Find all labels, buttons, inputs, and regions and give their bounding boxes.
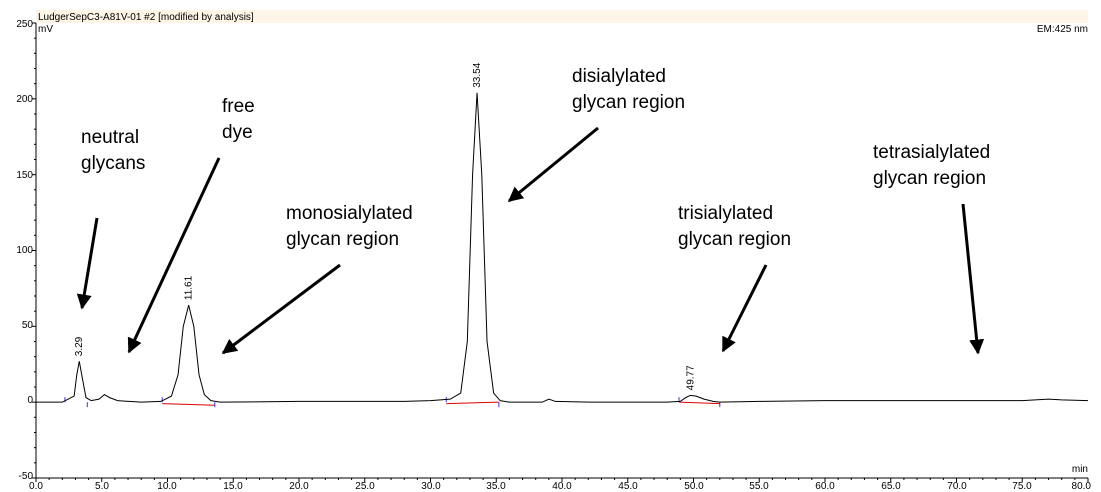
x-tick-label: 50.0 [684, 481, 704, 492]
y-tick-label: -50 [19, 471, 34, 482]
annotation-text: glycan region [678, 229, 791, 250]
x-axis-ticks [35, 478, 1089, 482]
annotation-text: glycan region [572, 92, 685, 113]
annotation-tetrasialylated: tetrasialylated glycan region [873, 142, 990, 355]
annotation-disialylated: disialylated glycan region [507, 66, 685, 203]
peak-label: 11.61 [184, 275, 195, 300]
x-unit-label: min [1072, 464, 1088, 475]
annotation-free-dye: free dye [127, 96, 255, 354]
x-tick-label: 5.0 [95, 481, 109, 492]
x-tick-label: 25.0 [355, 481, 375, 492]
annotation-trisialylated: trisialylated glycan region [678, 203, 791, 353]
x-tick-label: 45.0 [618, 481, 638, 492]
y-tick-label: 200 [16, 94, 33, 105]
annotation-text: glycans [81, 153, 145, 174]
annotation-text: tetrasialylated [873, 142, 990, 163]
chromatogram-trace [36, 92, 1089, 403]
baseline-segment [162, 403, 215, 406]
title-bar [36, 10, 1088, 23]
x-tick-label: 0.0 [29, 481, 43, 492]
x-tick-label: 65.0 [881, 481, 901, 492]
annotation-arrow [721, 264, 768, 353]
x-tick-label: 75.0 [1012, 481, 1032, 492]
annotation-neutral-glycans: neutral glycans [76, 127, 145, 310]
annotation-text: neutral [81, 127, 139, 148]
y-tick-label: 250 [16, 19, 33, 30]
annotation-text: glycan region [286, 229, 399, 250]
annotation-text: trisialylated [678, 203, 773, 224]
x-tick-label: 80.0 [1072, 481, 1092, 492]
baseline-segment [679, 401, 720, 405]
detector-label: EM:425 nm [1037, 24, 1088, 35]
y-tick-label: 50 [22, 320, 34, 331]
annotation-text: free [222, 96, 255, 117]
annotation-arrow [127, 157, 221, 354]
x-tick-label: 10.0 [157, 481, 177, 492]
annotation-monosialylated: monosialylated glycan region [221, 203, 413, 355]
annotation-text: glycan region [873, 168, 986, 189]
y-unit-label: mV [38, 24, 53, 35]
baseline-segment [446, 401, 499, 405]
y-tick-label: 0 [27, 395, 33, 406]
annotation-arrow [221, 263, 341, 355]
x-tick-label: 35.0 [486, 481, 506, 492]
x-tick-label: 60.0 [815, 481, 835, 492]
y-tick-label: 150 [16, 170, 33, 181]
peak-label: 33.54 [472, 62, 483, 87]
annotation-text: monosialylated [286, 203, 413, 224]
annotation-text: disialylated [572, 66, 666, 87]
x-tick-label: 55.0 [749, 481, 769, 492]
annotation-arrow [76, 217, 99, 310]
integration-baselines [162, 401, 720, 406]
peak-label: 3.29 [74, 336, 85, 356]
annotation-arrow [961, 203, 985, 355]
x-tick-label: 70.0 [947, 481, 967, 492]
x-tick-label: 15.0 [223, 481, 243, 492]
y-tick-label: 100 [16, 245, 33, 256]
x-tick-label: 40.0 [552, 481, 572, 492]
chart-title: LudgerSepC3-A81V-01 #2 [modified by anal… [38, 12, 254, 23]
peak-label: 49.77 [685, 365, 696, 390]
annotation-arrow [507, 126, 599, 203]
y-axis-ticks [32, 22, 36, 479]
x-tick-label: 30.0 [421, 481, 441, 492]
x-tick-label: 20.0 [289, 481, 309, 492]
annotation-text: dye [222, 122, 253, 143]
